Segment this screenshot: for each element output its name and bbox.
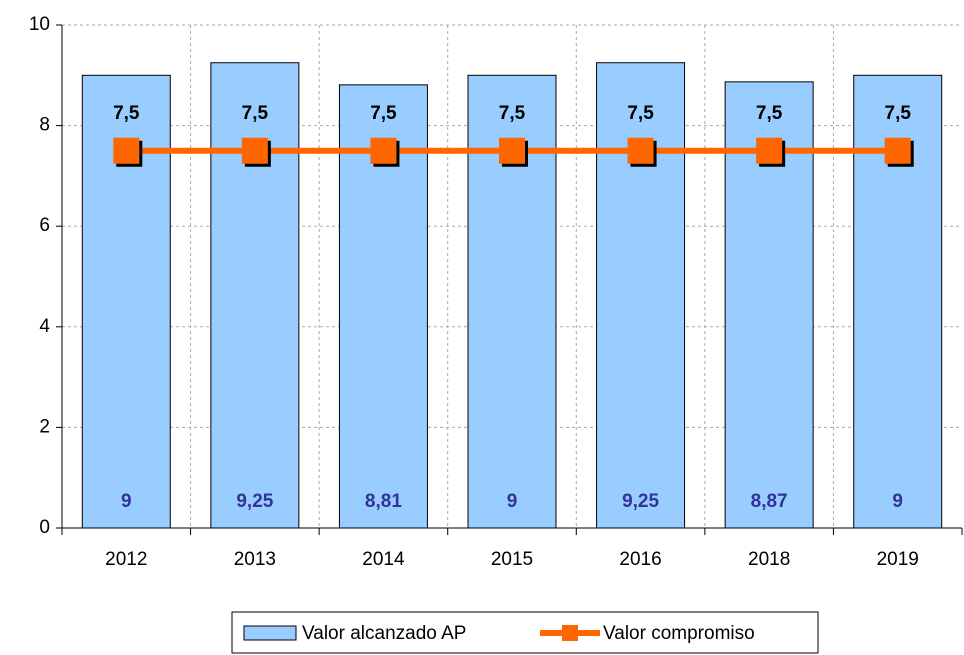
bar-value-label: 9	[507, 491, 518, 512]
line-value-label: 7,5	[242, 103, 269, 124]
bar-value-label: 9,25	[622, 491, 659, 512]
legend-swatch	[243, 625, 297, 641]
y-tick-label: 0	[39, 517, 50, 538]
legend-label: Valor compromiso	[603, 623, 755, 644]
x-tick-label: 2015	[491, 549, 533, 570]
x-tick-label: 2018	[748, 549, 790, 570]
y-tick-label: 4	[39, 316, 50, 337]
x-tick-label: 2019	[877, 549, 919, 570]
bar-value-label: 9,25	[236, 491, 273, 512]
line-value-label: 7,5	[756, 103, 783, 124]
x-tick-label: 2012	[105, 549, 147, 570]
line-value-label: 7,5	[370, 103, 397, 124]
legend-marker	[562, 625, 578, 641]
y-tick-label: 8	[39, 115, 50, 136]
marker	[884, 137, 911, 164]
legend-box	[231, 611, 819, 654]
bar	[596, 62, 686, 529]
legend-label: Valor alcanzado AP	[302, 623, 466, 644]
x-tick-label: 2014	[362, 549, 405, 570]
bar-value-label: 8,81	[365, 491, 402, 512]
bar-value-label: 9	[121, 491, 132, 512]
marker	[241, 137, 268, 164]
bar-value-label: 8,87	[751, 491, 788, 512]
marker	[756, 137, 783, 164]
marker	[627, 137, 654, 164]
x-tick-label: 2016	[619, 549, 661, 570]
y-tick-label: 2	[39, 416, 50, 437]
bar-value-label: 9	[892, 491, 903, 512]
line-value-label: 7,5	[885, 103, 912, 124]
line-value-label: 7,5	[499, 103, 526, 124]
marker	[499, 137, 525, 164]
bar	[210, 62, 300, 529]
line-value-label: 7,5	[113, 103, 140, 124]
line-value-label: 7,5	[627, 103, 654, 124]
marker	[113, 137, 140, 164]
y-tick-label: 6	[39, 215, 50, 236]
marker	[370, 137, 397, 164]
x-tick-label: 2013	[234, 549, 276, 570]
y-tick-label: 10	[29, 14, 50, 35]
